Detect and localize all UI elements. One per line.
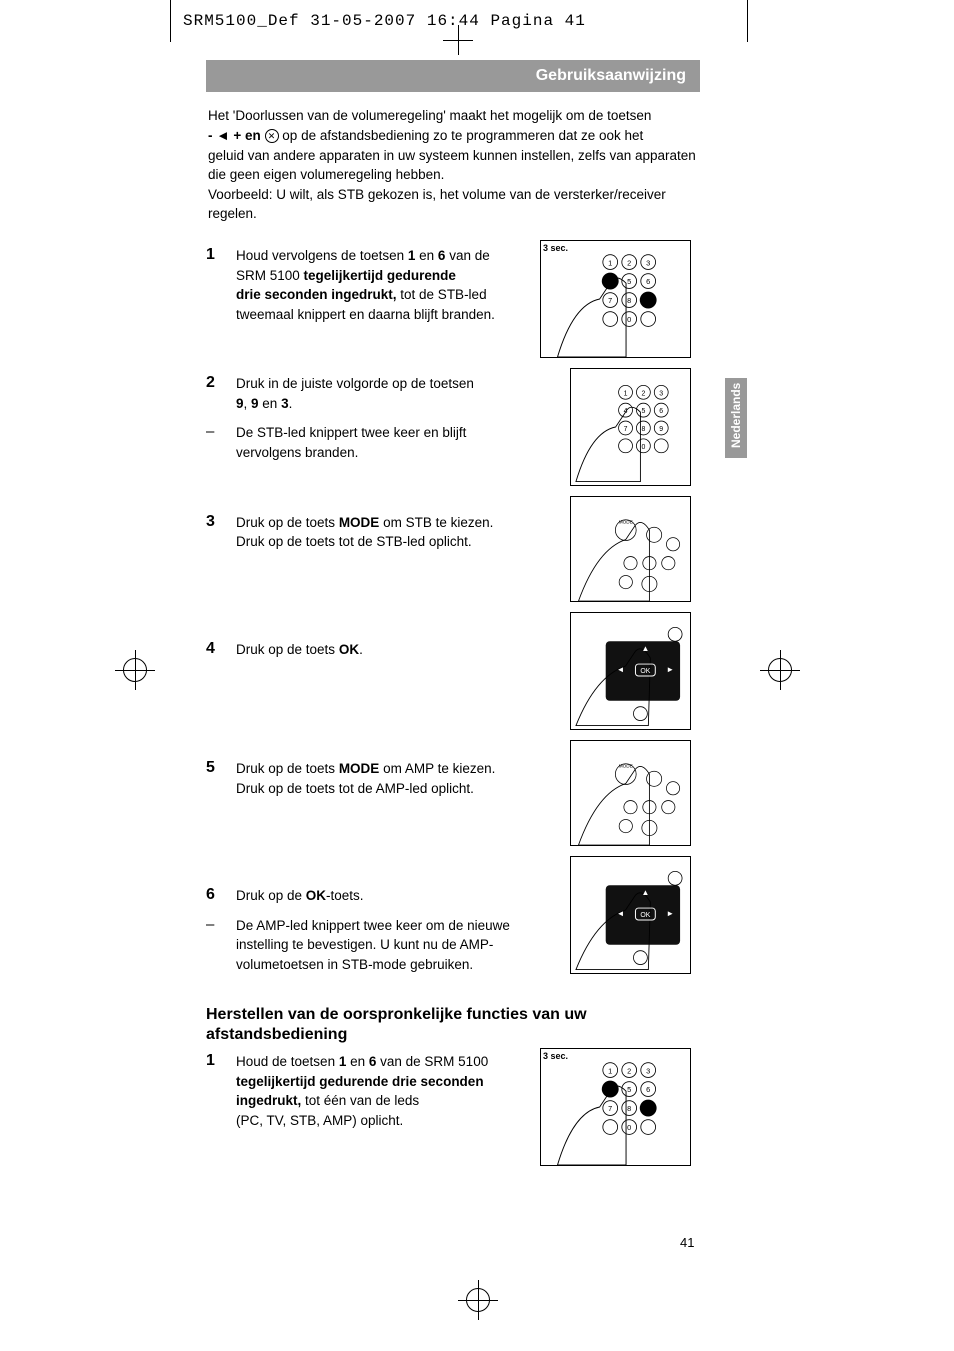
svg-text:▲: ▲ — [641, 888, 649, 897]
step-number: 1 — [206, 246, 236, 264]
intro-paragraph: Het 'Doorlussen van de volumeregeling' m… — [206, 106, 700, 224]
svg-text:0: 0 — [627, 1123, 631, 1132]
step-number: 6 — [206, 886, 236, 904]
svg-text:5: 5 — [641, 408, 645, 415]
remote-svg: 1234567890 — [541, 1049, 690, 1165]
svg-text:►: ► — [666, 909, 674, 918]
vol-plus: + en — [233, 128, 264, 143]
svg-text:3: 3 — [646, 1066, 650, 1075]
step-number: 4 — [206, 640, 236, 658]
svg-text:2: 2 — [641, 390, 645, 397]
svg-text:7: 7 — [624, 426, 628, 433]
mute-icon: ✕ — [265, 129, 279, 143]
section-heading: Herstellen van de oorspronkelijke functi… — [206, 1005, 700, 1047]
svg-text:0: 0 — [641, 444, 645, 451]
svg-text:5: 5 — [627, 1085, 631, 1094]
section-title-bar: Gebruiksaanwijzing — [206, 60, 700, 92]
svg-text:►: ► — [666, 665, 674, 674]
step-number: 5 — [206, 759, 236, 777]
svg-text:3: 3 — [646, 258, 650, 267]
step-text: Houd vervolgens de toetsen 1 en 6 van de… — [236, 246, 516, 324]
svg-text:▲: ▲ — [641, 644, 649, 653]
svg-text:7: 7 — [608, 1104, 612, 1113]
remote-svg: MODE — [571, 741, 690, 845]
remote-svg: OK ▲ ◄ ► — [571, 857, 690, 973]
remote-illustration: MODE — [570, 496, 691, 602]
remote-illustration: 1 2 3 4 5 6 7 8 9 0 — [570, 368, 691, 486]
svg-text:6: 6 — [646, 277, 650, 286]
svg-text:OK: OK — [640, 668, 650, 675]
step-sub-text: De AMP-led knippert twee keer om de nieu… — [236, 916, 516, 975]
remote-illustration: OK ▲ ◄ ► — [570, 612, 691, 730]
svg-text:◄: ◄ — [617, 665, 625, 674]
vol-minus: - — [208, 128, 216, 143]
language-tab: Nederlands — [725, 378, 747, 458]
step-text: Houd de toetsen 1 en 6 van de SRM 5100te… — [236, 1052, 516, 1130]
svg-text:1: 1 — [624, 390, 628, 397]
svg-text:0: 0 — [627, 315, 631, 324]
illustration-label: 3 sec. — [543, 1051, 568, 1061]
page-number: 41 — [680, 1235, 694, 1250]
svg-text:8: 8 — [641, 426, 645, 433]
svg-text:8: 8 — [627, 1104, 631, 1113]
svg-text:MODE: MODE — [619, 519, 633, 525]
step-sub-text: De STB-led knippert twee keer en blijft … — [236, 423, 516, 462]
registration-mark — [760, 650, 800, 690]
svg-text:1: 1 — [608, 258, 612, 267]
step-text: Druk op de OK-toets. — [236, 886, 516, 906]
svg-text:7: 7 — [608, 296, 612, 305]
svg-text:6: 6 — [659, 408, 663, 415]
svg-text:5: 5 — [627, 277, 631, 286]
svg-text:2: 2 — [627, 258, 631, 267]
step-dash: – — [206, 423, 236, 440]
intro-line: op de afstandsbediening zo te programmer… — [282, 128, 643, 143]
crop-mark — [170, 0, 171, 42]
registration-mark — [458, 1280, 498, 1320]
svg-text:8: 8 — [627, 296, 631, 305]
remote-svg: OK ▲ ◄ ► — [571, 613, 690, 729]
remote-illustration: MODE — [570, 740, 691, 846]
section-title: Gebruiksaanwijzing — [536, 67, 686, 85]
step-number: 2 — [206, 374, 236, 392]
intro-line: Voorbeeld: U wilt, als STB gekozen is, h… — [208, 187, 666, 222]
intro-line: Het 'Doorlussen van de volumeregeling' m… — [208, 108, 651, 123]
step-text: Druk op de toets OK. — [236, 640, 516, 660]
remote-illustration: OK ▲ ◄ ► — [570, 856, 691, 974]
step-text: Druk op de toets MODE om STB te kiezen.D… — [236, 513, 516, 552]
step-number: 3 — [206, 513, 236, 531]
svg-text:MODE: MODE — [619, 763, 633, 769]
remote-illustration: 3 sec.1234567890 — [540, 1048, 691, 1166]
step-dash: – — [206, 916, 236, 933]
crop-mark — [443, 40, 473, 41]
print-header: SRM5100_Def 31-05-2007 16:44 Pagina 41 — [183, 12, 586, 30]
intro-line: geluid van andere apparaten in uw systee… — [208, 148, 696, 183]
svg-text:1: 1 — [608, 1066, 612, 1075]
svg-text:6: 6 — [646, 1085, 650, 1094]
remote-svg: MODE — [571, 497, 690, 601]
registration-mark — [115, 650, 155, 690]
illustration-label: 3 sec. — [543, 243, 568, 253]
step-number: 1 — [206, 1052, 236, 1070]
volume-icon: ◄ — [216, 126, 229, 146]
svg-text:OK: OK — [640, 912, 650, 919]
crop-mark — [747, 0, 748, 42]
svg-text:9: 9 — [659, 426, 663, 433]
svg-text:2: 2 — [627, 1066, 631, 1075]
remote-illustration: 3 sec.1234567890 — [540, 240, 691, 358]
remote-svg: 1234567890 — [541, 241, 690, 357]
svg-text:3: 3 — [659, 390, 663, 397]
remote-svg: 1 2 3 4 5 6 7 8 9 0 — [571, 369, 690, 485]
svg-text:4: 4 — [624, 408, 628, 415]
step-text: Druk op de toets MODE om AMP te kiezen.D… — [236, 759, 516, 798]
step-text: Druk in de juiste volgorde op de toetsen… — [236, 374, 516, 413]
svg-text:◄: ◄ — [617, 909, 625, 918]
